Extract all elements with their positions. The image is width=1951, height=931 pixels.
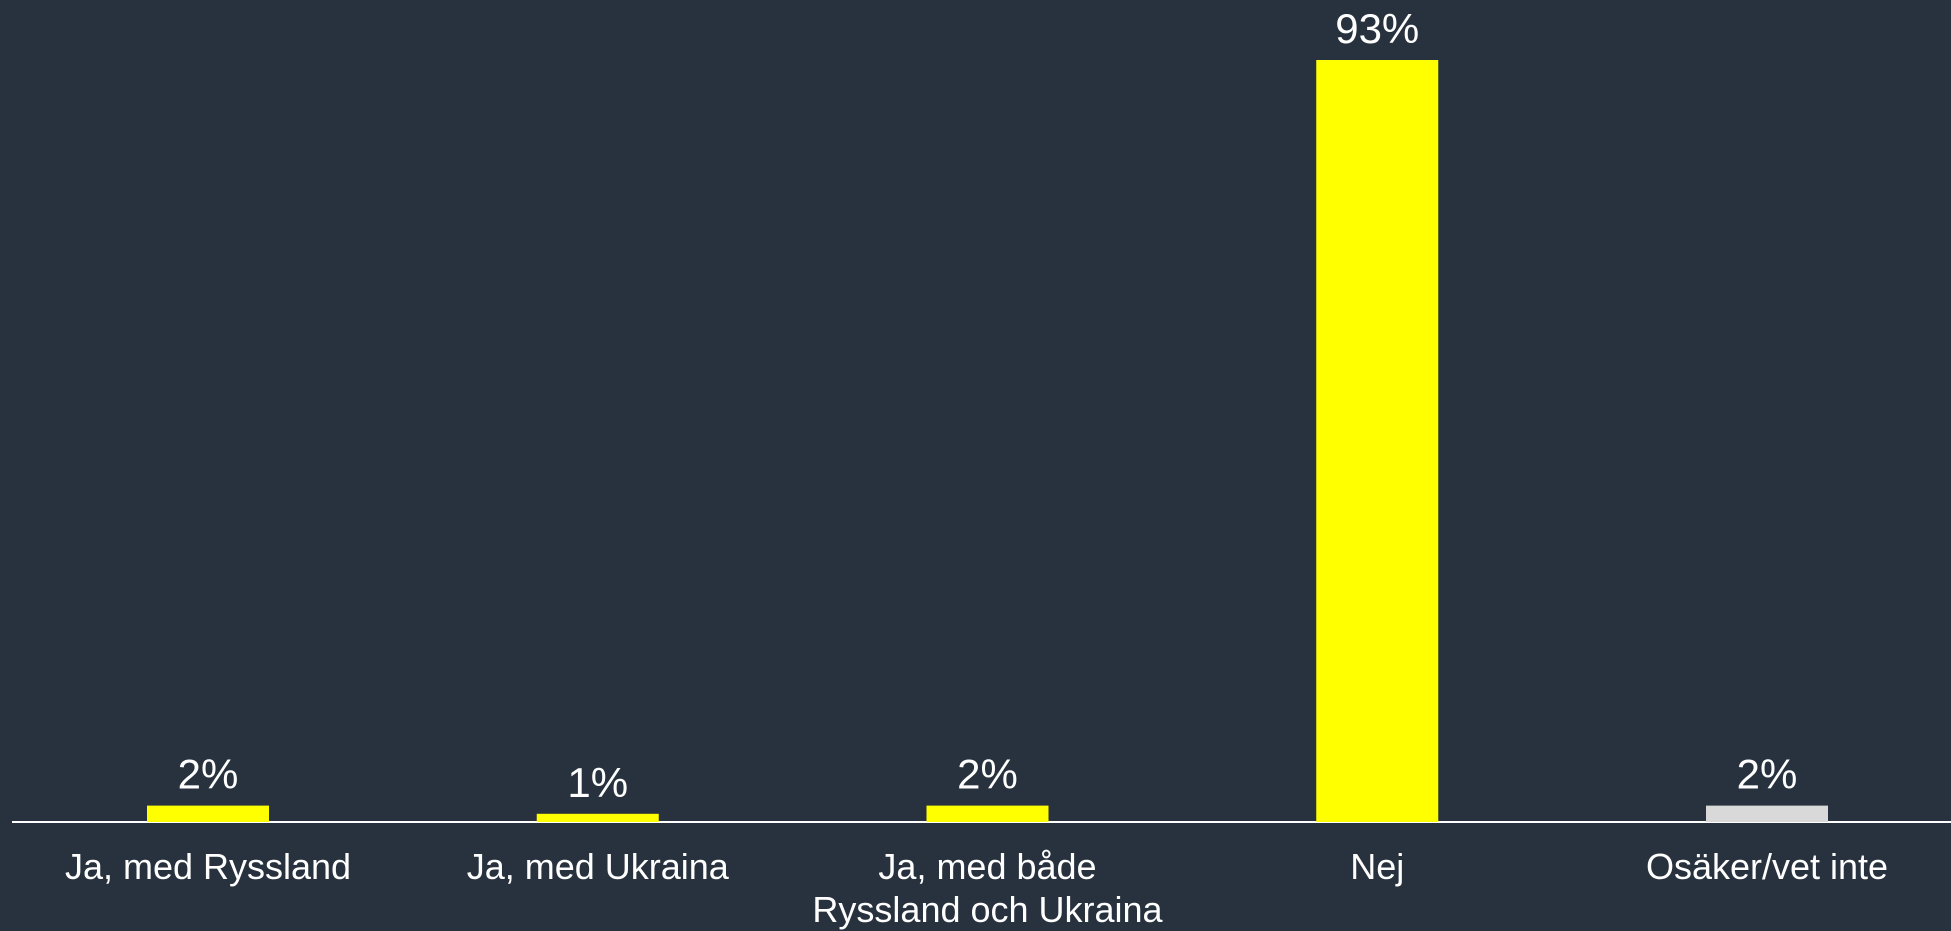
value-label: 1% [567,759,628,806]
bar [1706,805,1828,822]
x-tick-label: Ja, med Ukraina [466,846,729,887]
value-label: 93% [1335,5,1419,52]
value-label: 2% [1737,751,1798,798]
x-tick-label: Ja, med Ryssland [64,846,352,887]
x-tick-label: Ja, med både Ryssland och Ukraina [812,846,1163,930]
x-tick-label: Osäker/vet inte [1645,846,1889,887]
value-label: 2% [957,751,1018,798]
x-tick-label: Nej [1350,846,1405,887]
bar [926,805,1049,822]
value-label: 2% [178,751,239,798]
bar [536,813,659,822]
bar [1316,60,1439,822]
bar [147,805,269,822]
